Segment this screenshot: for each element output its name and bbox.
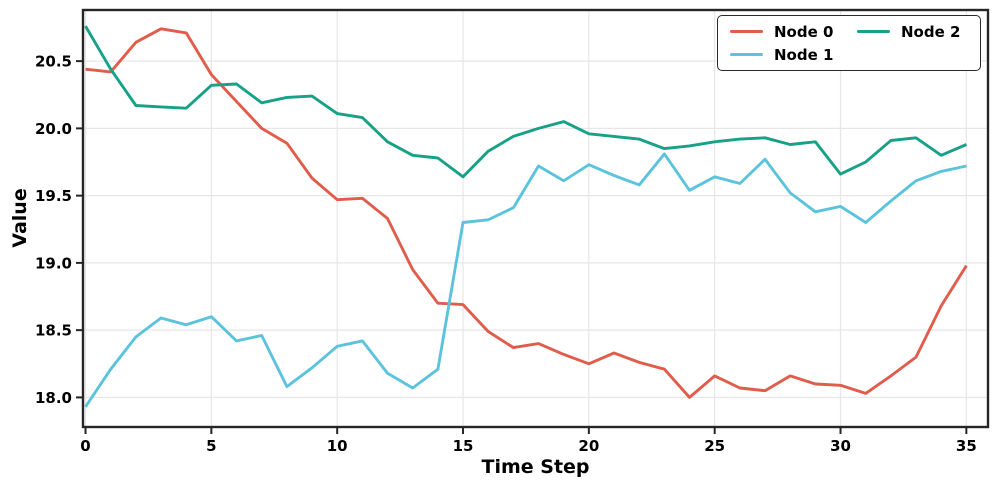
y-tick-label: 20.5	[35, 53, 72, 71]
x-tick-label: 35	[956, 437, 977, 455]
chart-legend: Node 0 Node 1 Node 2	[717, 15, 981, 71]
x-tick-label: 25	[704, 437, 725, 455]
y-axis-label: Value	[9, 188, 31, 248]
x-axis-label: Time Step	[481, 456, 590, 478]
y-tick-label: 19.5	[35, 187, 72, 205]
x-tick-label: 20	[578, 437, 599, 455]
series-line-node-0	[85, 27, 968, 399]
x-tick-label: 30	[830, 437, 851, 455]
x-tick-label: 10	[327, 437, 348, 455]
x-tick-label: 5	[206, 437, 216, 455]
y-tick-label: 20.0	[35, 120, 72, 138]
axes-spine	[81, 8, 990, 429]
legend-line-swatch-node-1	[730, 53, 763, 56]
legend-item-node-1: Node 1	[730, 46, 843, 64]
legend-label-node-1: Node 1	[774, 45, 834, 64]
y-tick-label: 19.0	[35, 254, 72, 272]
y-tick-label: 18.0	[35, 389, 72, 407]
legend-label-node-2: Node 2	[901, 22, 961, 41]
legend-line-swatch-node-2	[857, 30, 890, 33]
x-tick-label: 15	[453, 437, 474, 455]
legend-item-node-0: Node 0	[730, 23, 843, 41]
legend-item-node-2: Node 2	[857, 23, 970, 41]
legend-label-node-0: Node 0	[774, 22, 834, 41]
x-tick-label: 0	[80, 437, 90, 455]
y-tick-label: 18.5	[35, 322, 72, 340]
series-line-node-1	[84, 152, 967, 408]
series-line-node-2	[84, 25, 967, 179]
legend-line-swatch-node-0	[730, 30, 763, 33]
